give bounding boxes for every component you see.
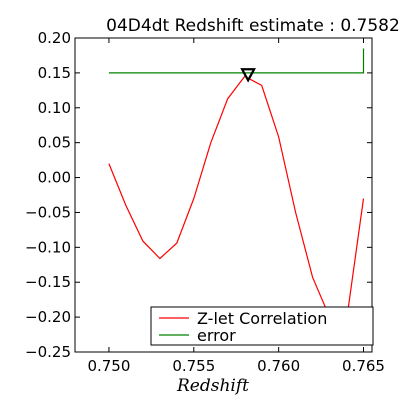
- y-tick-label: −0.10: [25, 238, 71, 256]
- y-tick-label: −0.15: [25, 273, 71, 291]
- y-tick-label: −0.05: [25, 203, 71, 221]
- y-tick-label: 0.10: [38, 99, 71, 117]
- axis-ticks: 0.750 0.755 0.760 0.765 −0.25 −0.20 −0.15 −0.10…: [25, 29, 385, 375]
- y-tick-label: 0.00: [38, 169, 71, 187]
- chart-title: 04D4dt Redshift estimate : 0.7582: [106, 16, 400, 36]
- plot-area: [108, 48, 365, 322]
- y-tick-label: 0.20: [38, 29, 71, 47]
- x-tick-label: 0.750: [87, 357, 130, 375]
- redshift-marker: [240, 68, 256, 83]
- legend-box: [150, 306, 374, 346]
- legend-label: error: [197, 326, 236, 345]
- y-tick-label: −0.25: [25, 343, 71, 361]
- x-tick-label: 0.755: [172, 357, 215, 375]
- series-line-z-let-correlation: [108, 75, 365, 322]
- series-line-error: [108, 48, 365, 74]
- plot-frame: [74, 37, 373, 353]
- x-tick-label: 0.765: [342, 357, 385, 375]
- y-tick-label: −0.20: [25, 308, 71, 326]
- x-axis-label: Redshift: [176, 376, 249, 396]
- x-tick-label: 0.760: [257, 357, 300, 375]
- y-tick-label: 0.15: [38, 64, 71, 82]
- y-tick-label: 0.05: [38, 134, 71, 152]
- legend-label: Z-let Correlation: [197, 309, 327, 328]
